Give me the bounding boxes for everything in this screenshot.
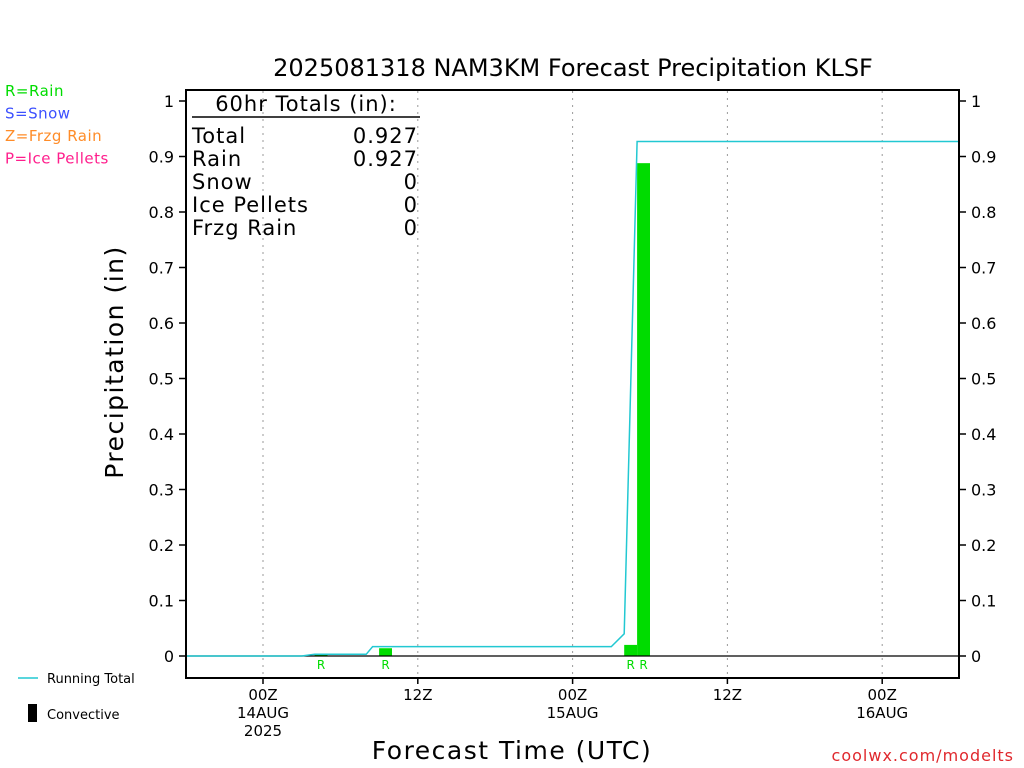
precip-bar (314, 654, 328, 656)
y-tick-label-right: 0.8 (971, 203, 996, 222)
x-tick-label: 16AUG (856, 704, 908, 722)
ptype-marker: R (639, 658, 647, 672)
ptype-legend-item: R=Rain (5, 82, 64, 100)
y-tick-label: 1 (164, 92, 174, 111)
y-tick-label-right: 0.2 (971, 536, 996, 555)
totals-row-value: 0 (404, 216, 418, 240)
x-axis-label: Forecast Time (UTC) (372, 736, 652, 765)
precip-bars (314, 163, 650, 656)
totals-row-value: 0 (404, 170, 418, 194)
ptype-legend-item: Z=Frzg Rain (5, 127, 102, 145)
precip-bar (379, 648, 392, 656)
x-tick-label: 12Z (713, 686, 742, 704)
y-tick-label: 0.4 (149, 425, 174, 444)
totals-heading: 60hr Totals (in): (215, 92, 397, 116)
x-tick-label: 12Z (403, 686, 432, 704)
totals-row-value: 0.927 (353, 147, 418, 171)
y-tick-label-right: 0.7 (971, 259, 996, 278)
running-total-line (185, 140, 959, 657)
y-tick-label: 0.9 (149, 148, 174, 167)
y-tick-label-right: 0.6 (971, 314, 996, 333)
legend-label: Convective (47, 708, 120, 723)
ptype-marker: R (317, 658, 325, 672)
y-tick-label: 0.3 (149, 481, 174, 500)
y-tick-label: 0.1 (149, 592, 174, 611)
x-tick-label: 15AUG (547, 704, 599, 722)
x-tick-label: 00Z (248, 686, 277, 704)
totals-row-value: 0.927 (353, 124, 418, 148)
precip-bar (637, 163, 650, 656)
totals-row-label: Frzg Rain (192, 216, 297, 240)
x-tick-label: 2025 (244, 722, 282, 740)
y-tick-label-right: 1 (971, 92, 981, 111)
x-tick-label: 14AUG (237, 704, 289, 722)
totals-row-label: Ice Pellets (192, 193, 309, 217)
legend-label: Running Total (47, 672, 135, 687)
y-axis-left: 1 0.9 0.8 0.7 0.6 0.5 0.4 0.3 0.2 0.1 0 (149, 92, 186, 666)
series-legend: Running Total Convective (18, 672, 135, 723)
credit-text: coolwx.com/modelts (832, 746, 1014, 765)
totals-box: 60hr Totals (in): Total 0.927 Rain 0.927 Sno… (191, 92, 420, 240)
y-tick-label: 0.2 (149, 536, 174, 555)
x-tick-label: 00Z (558, 686, 587, 704)
legend-bar-swatch (28, 704, 37, 722)
ptype-legend-item: P=Ice Pellets (5, 150, 109, 168)
totals-row-value: 0 (404, 193, 418, 217)
ptype-legend-item: S=Snow (5, 105, 71, 123)
precip-bar (624, 644, 638, 656)
x-tick-label: 00Z (868, 686, 897, 704)
ptype-marker: R (381, 658, 389, 672)
totals-rows: Total 0.927 Rain 0.927 Snow 0 Ice Pellets 0 Frzg… (191, 124, 418, 240)
y-tick-label: 0.8 (149, 203, 174, 222)
y-tick-label-right: 0.5 (971, 370, 996, 389)
y-tick-label: 0.7 (149, 259, 174, 278)
y-tick-label-right: 0.1 (971, 592, 996, 611)
totals-row-label: Total (191, 124, 246, 148)
ptype-marker: R (626, 658, 634, 672)
y-tick-label-right: 0 (971, 647, 981, 666)
ptype-legend: R=Rain S=Snow Z=Frzg Rain P=Ice Pellets (5, 82, 109, 168)
chart-title: 2025081318 NAM3KM Forecast Precipitation… (273, 54, 873, 82)
y-tick-label: 0 (164, 647, 174, 666)
y-tick-label: 0.6 (149, 314, 174, 333)
y-axis-right: 1 0.9 0.8 0.7 0.6 0.5 0.4 0.3 0.2 0.1 0 (959, 92, 996, 666)
totals-row-label: Rain (192, 147, 242, 171)
y-tick-label-right: 0.9 (971, 148, 996, 167)
totals-row-label: Snow (192, 170, 253, 194)
y-tick-label-right: 0.3 (971, 481, 996, 500)
y-tick-label-right: 0.4 (971, 425, 996, 444)
y-tick-label: 0.5 (149, 370, 174, 389)
y-axis-label: Precipitation (in) (100, 245, 129, 479)
